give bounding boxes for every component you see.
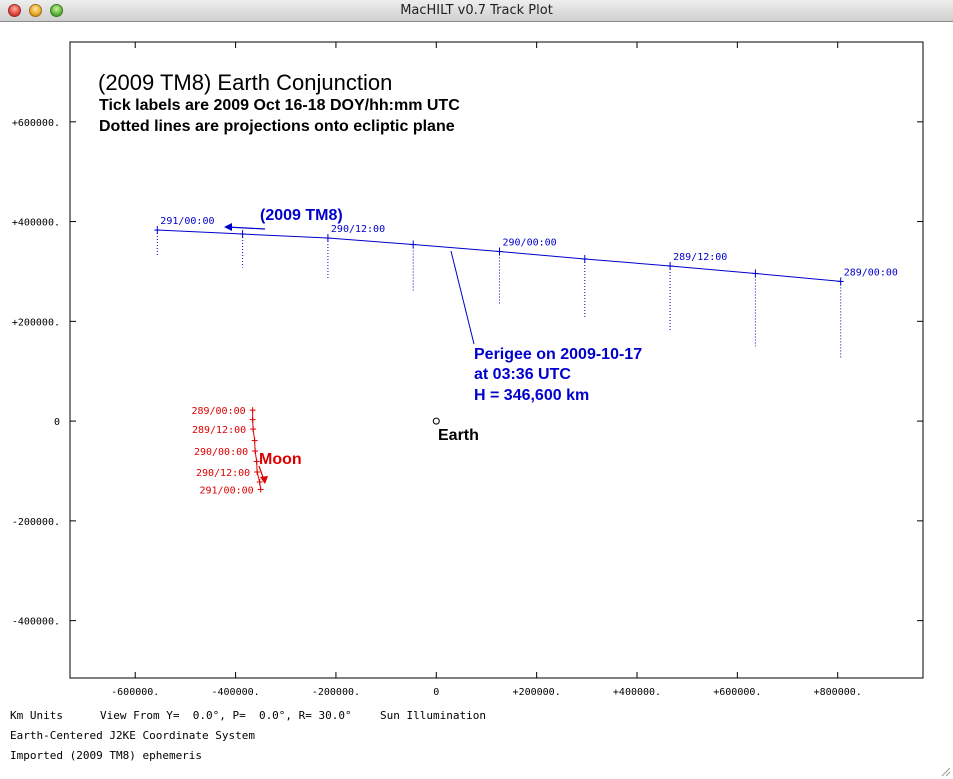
perigee-pointer-line (450, 250, 475, 345)
perigee-line-1: Perigee on 2009-10-17 (474, 346, 642, 363)
asteroid-direction-arrow (226, 226, 266, 230)
moon-arrowhead (260, 476, 268, 484)
perigee-line-3: H = 346,600 km (474, 387, 589, 404)
plot-subtitle-1: Tick labels are 2009 Oct 16-18 DOY/hh:mm… (99, 97, 460, 114)
x-tick-label: +200000. (513, 687, 561, 698)
x-tick-label: +600000. (713, 687, 761, 698)
x-tick-label: +800000. (814, 687, 862, 698)
earth-label: Earth (438, 427, 479, 444)
coordinate-system-label: Earth-Centered J2KE Coordinate System (10, 729, 256, 742)
asteroid-time-label: 289/12:00 (673, 252, 727, 263)
perigee-line-2: at 03:36 UTC (474, 366, 571, 383)
asteroid-time-label: 290/12:00 (331, 224, 385, 235)
moon-time-label: 289/12:00 (192, 425, 246, 436)
moon-time-label: 291/00:00 (199, 485, 253, 496)
plot-subtitle-2: Dotted lines are projections onto eclipt… (99, 118, 455, 135)
moon-track-line (252, 410, 262, 490)
close-window-button[interactable] (8, 4, 21, 17)
moon-time-label: 290/12:00 (196, 468, 250, 479)
resize-grip-icon[interactable] (939, 765, 951, 777)
window-title: MacHILT v0.7 Track Plot (400, 3, 553, 18)
asteroid-time-label: 289/00:00 (844, 267, 898, 278)
x-tick-label: 0 (433, 687, 439, 698)
window-titlebar[interactable]: MacHILT v0.7 Track Plot (0, 0, 953, 22)
earth-icon (432, 417, 440, 425)
y-tick-label: -200000. (12, 517, 60, 528)
x-tick-label: -400000. (211, 687, 259, 698)
view-angles: View From Y= 0.0°, P= 0.0°, R= 30.0° (100, 709, 352, 722)
y-tick-label: -400000. (12, 617, 60, 628)
asteroid-track-line (157, 229, 841, 282)
x-tick-label: -200000. (312, 687, 360, 698)
moon-time-label: 290/00:00 (194, 447, 248, 458)
track-plot: -600000. -400000. -200000. 0 +200000. +400000… (12, 41, 924, 698)
asteroid-time-label: 290/00:00 (503, 238, 557, 249)
y-tick-label: +400000. (12, 218, 60, 229)
y-tick-label: 0 (54, 417, 60, 428)
plot-title: (2009 TM8) Earth Conjunction (98, 70, 392, 95)
asteroid-label: (2009 TM8) (260, 207, 343, 224)
asteroid-time-label: 291/00:00 (160, 216, 214, 227)
axis-tick-labels: -600000. -400000. -200000. 0 +200000. +400000… (12, 118, 862, 698)
units-label: Km Units (10, 709, 63, 722)
moon-label: Moon (259, 451, 302, 468)
asteroid-track: 289/00:00 289/12:00 290/00:00 290/12:00 291/… (154, 216, 898, 359)
x-tick-label: -600000. (111, 687, 159, 698)
ephemeris-source-label: Imported (2009 TM8) ephemeris (10, 749, 203, 762)
y-tick-label: +600000. (12, 118, 60, 129)
axis-ticks (70, 42, 923, 678)
moon-time-label: 289/00:00 (191, 406, 245, 417)
zoom-window-button[interactable] (50, 4, 63, 17)
asteroid-arrowhead (224, 223, 232, 231)
y-tick-label: +200000. (12, 317, 60, 328)
illumination-label: Sun Illumination (380, 709, 486, 722)
plot-frame (69, 41, 924, 679)
x-tick-label: +400000. (613, 687, 661, 698)
minimize-window-button[interactable] (29, 4, 42, 17)
moon-track: 289/00:00 289/12:00 290/00:00 290/12:00 291/… (191, 406, 264, 496)
